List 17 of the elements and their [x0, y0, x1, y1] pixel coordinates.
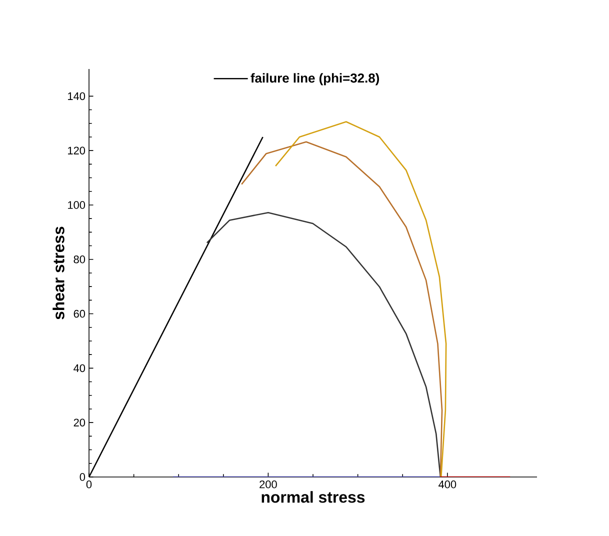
line-series	[274, 121, 447, 477]
y-tick-label: 80	[74, 256, 86, 264]
y-tick-label: 40	[74, 364, 86, 372]
y-axis-title: shear stress	[52, 226, 64, 320]
y-tick-label: 20	[74, 418, 86, 426]
x-tick-label: 200	[260, 480, 277, 488]
y-tick-label: 0	[80, 473, 86, 481]
legend-label: failure line (phi=32.8)	[250, 73, 380, 86]
y-tick-label: 100	[68, 201, 86, 209]
y-tick-label: 60	[74, 310, 86, 318]
line-series	[206, 212, 442, 477]
x-tick-label: 0	[86, 480, 92, 488]
line-series	[240, 141, 443, 477]
y-tick-label: 140	[68, 92, 86, 100]
x-axis-title: normal stress	[262, 491, 365, 503]
x-tick-label: 400	[438, 480, 456, 488]
y-tick-label: 120	[68, 146, 86, 154]
